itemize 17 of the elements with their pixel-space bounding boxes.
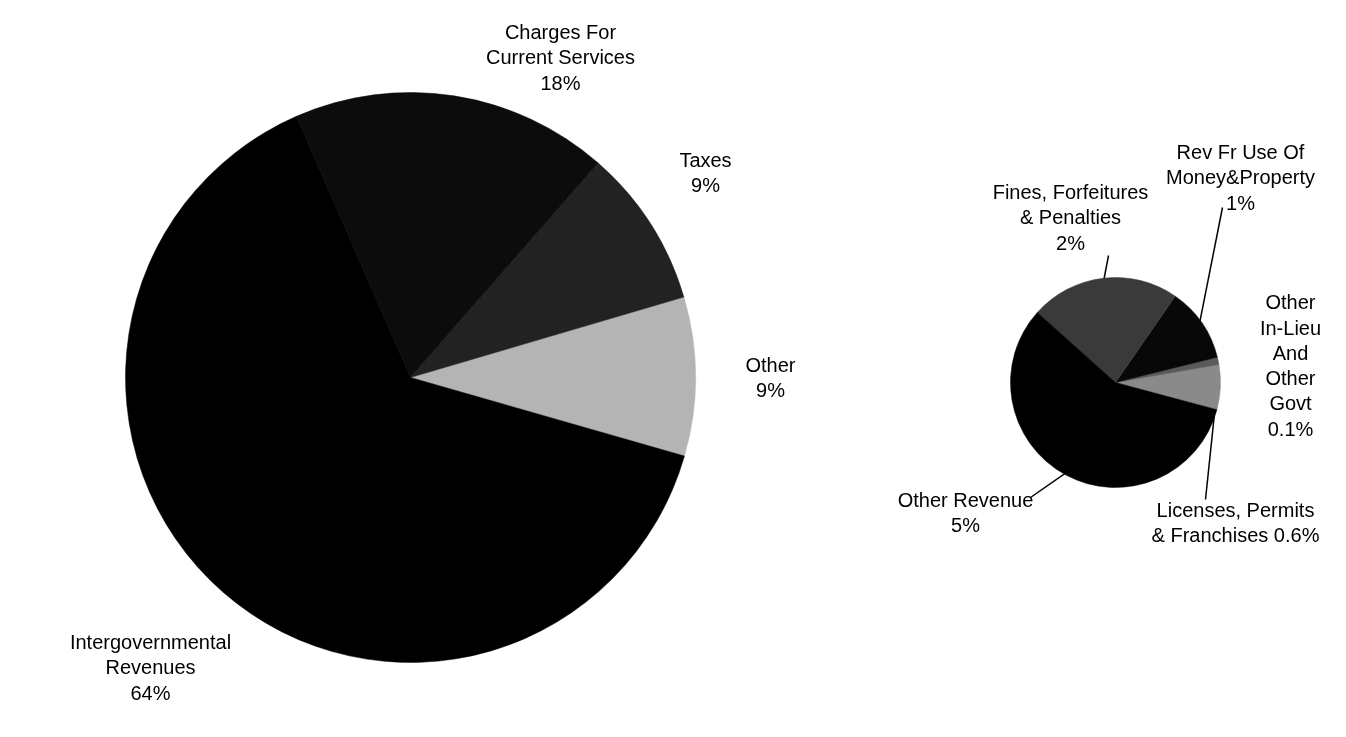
slice-label: Other Revenue — [897, 488, 1034, 511]
data-label: 9% — [691, 174, 721, 197]
data-label: 1% — [1226, 191, 1256, 214]
slice-label: Intergovernmental Revenues — [69, 631, 232, 679]
slice-label: Fines, Forfeitures & Penalties — [992, 181, 1149, 229]
slice-label: Taxes — [679, 148, 732, 171]
data-label: 0.1% — [1267, 417, 1314, 440]
slice-label: Other In-Lieu And Other Govt — [1259, 291, 1322, 415]
slice-label: Rev Fr Use Of Money&Property — [1166, 141, 1315, 189]
slice-label: Other — [745, 353, 796, 376]
data-label: 64% — [130, 681, 171, 704]
data-label: 2% — [1056, 231, 1086, 254]
slice-label: Charges For Current Services — [486, 21, 635, 69]
data-label: 5% — [951, 514, 981, 537]
slice-label: Licenses, Permits & Franchises 0.6% — [1151, 498, 1320, 547]
data-label: 18% — [540, 71, 581, 94]
data-label: 9% — [756, 379, 786, 402]
